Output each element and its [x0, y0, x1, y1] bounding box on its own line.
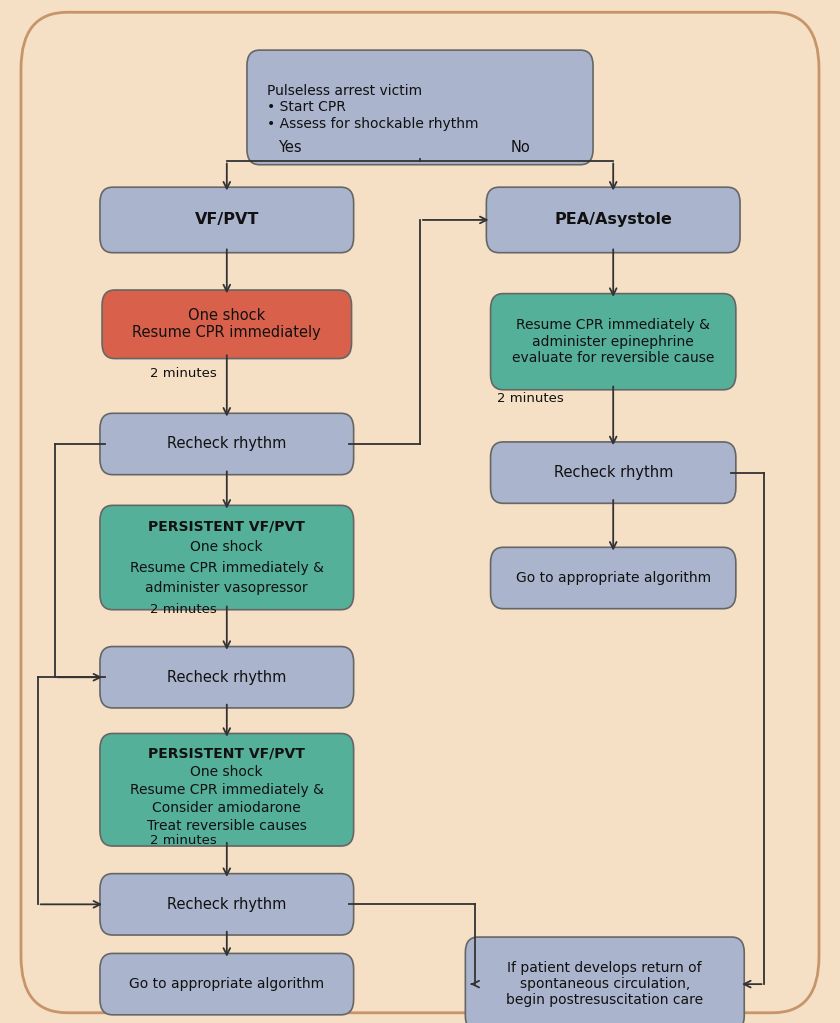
- FancyBboxPatch shape: [247, 50, 593, 165]
- Text: Resume CPR immediately &: Resume CPR immediately &: [130, 783, 323, 797]
- Text: Recheck rhythm: Recheck rhythm: [167, 437, 286, 451]
- FancyBboxPatch shape: [100, 733, 354, 846]
- FancyBboxPatch shape: [491, 294, 736, 390]
- FancyBboxPatch shape: [491, 547, 736, 609]
- FancyBboxPatch shape: [100, 874, 354, 935]
- Text: Consider amiodarone: Consider amiodarone: [152, 801, 302, 815]
- FancyBboxPatch shape: [465, 937, 744, 1023]
- Text: Treat reversible causes: Treat reversible causes: [147, 819, 307, 833]
- Text: 2 minutes: 2 minutes: [150, 367, 216, 380]
- FancyBboxPatch shape: [100, 413, 354, 475]
- Text: 2 minutes: 2 minutes: [150, 604, 216, 616]
- Text: 2 minutes: 2 minutes: [497, 393, 564, 405]
- Text: VF/PVT: VF/PVT: [195, 213, 259, 227]
- FancyBboxPatch shape: [100, 953, 354, 1015]
- Text: Resume CPR immediately &
administer epinephrine
evaluate for reversible cause: Resume CPR immediately & administer epin…: [512, 318, 714, 365]
- Text: PEA/Asystole: PEA/Asystole: [554, 213, 672, 227]
- Text: PERSISTENT VF/PVT: PERSISTENT VF/PVT: [149, 520, 305, 534]
- FancyBboxPatch shape: [100, 187, 354, 253]
- Text: Recheck rhythm: Recheck rhythm: [554, 465, 673, 480]
- FancyBboxPatch shape: [100, 505, 354, 610]
- FancyBboxPatch shape: [486, 187, 740, 253]
- FancyBboxPatch shape: [102, 290, 351, 358]
- FancyBboxPatch shape: [21, 12, 819, 1013]
- Text: One shock: One shock: [191, 540, 263, 554]
- FancyBboxPatch shape: [100, 647, 354, 708]
- Text: administer vasopressor: administer vasopressor: [145, 581, 308, 595]
- Text: Recheck rhythm: Recheck rhythm: [167, 897, 286, 911]
- Text: 2 minutes: 2 minutes: [150, 835, 216, 847]
- Text: One shock
Resume CPR immediately: One shock Resume CPR immediately: [133, 308, 321, 341]
- FancyBboxPatch shape: [491, 442, 736, 503]
- Text: Go to appropriate algorithm: Go to appropriate algorithm: [129, 977, 324, 991]
- Text: If patient develops return of
spontaneous circulation,
begin postresuscitation c: If patient develops return of spontaneou…: [507, 961, 703, 1008]
- Text: PERSISTENT VF/PVT: PERSISTENT VF/PVT: [149, 747, 305, 760]
- Text: Go to appropriate algorithm: Go to appropriate algorithm: [516, 571, 711, 585]
- Text: Pulseless arrest victim
• Start CPR
• Assess for shockable rhythm: Pulseless arrest victim • Start CPR • As…: [267, 84, 479, 131]
- Text: Recheck rhythm: Recheck rhythm: [167, 670, 286, 684]
- Text: Resume CPR immediately &: Resume CPR immediately &: [130, 561, 323, 575]
- Text: Yes: Yes: [278, 140, 302, 155]
- Text: One shock: One shock: [191, 764, 263, 779]
- Text: No: No: [511, 140, 531, 155]
